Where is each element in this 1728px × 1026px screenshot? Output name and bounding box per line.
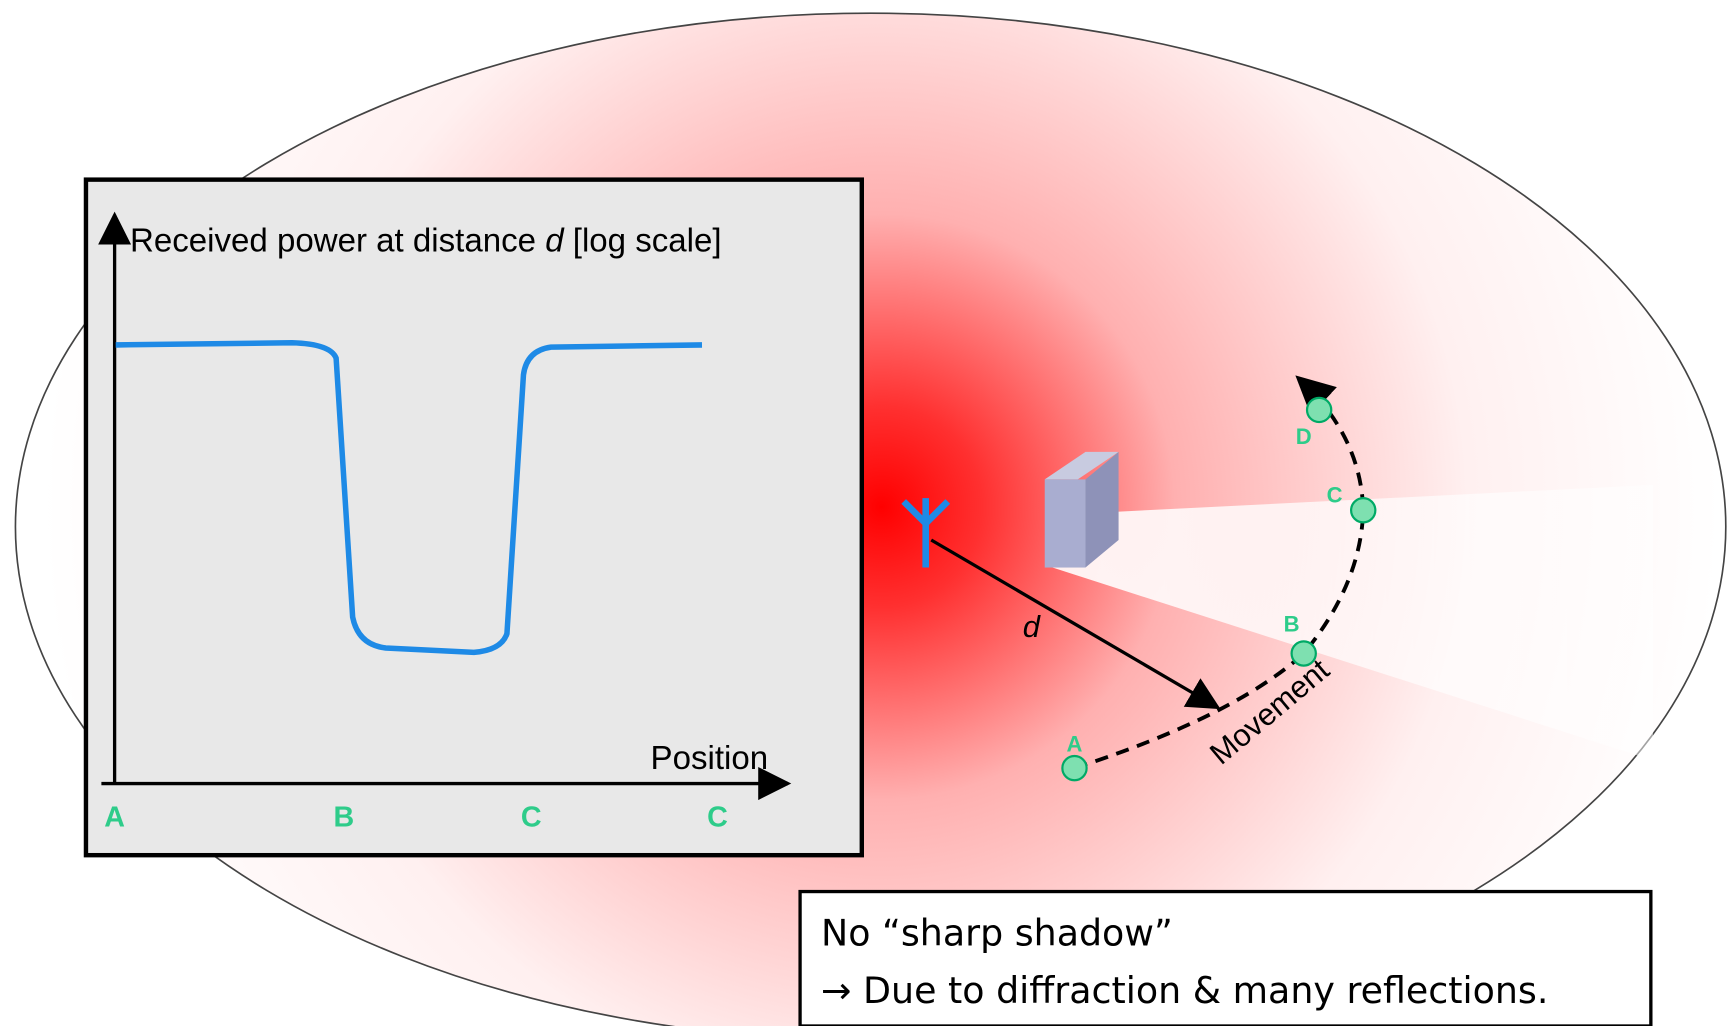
distance-label: d	[1023, 609, 1041, 644]
diagram: Received power at distance d [log scale]…	[0, 0, 1728, 1026]
note-box: No “sharp shadow” → Due to diffraction &…	[800, 892, 1651, 1026]
position-label: B	[333, 802, 354, 834]
point-label: B	[1284, 611, 1300, 636]
point-label: A	[1067, 732, 1083, 757]
inset-plot: Received power at distance d [log scale]…	[86, 180, 862, 856]
note-line: No “sharp shadow”	[821, 912, 1173, 955]
note-line: → Due to diffraction & many reflections.	[821, 969, 1548, 1012]
position-label: C	[521, 802, 542, 834]
page: Received power at distance d [log scale]…	[0, 0, 1728, 1026]
point-label: D	[1296, 424, 1312, 449]
position-label: C	[707, 802, 728, 834]
y-axis-label: Received power at distance d [log scale]	[130, 222, 722, 259]
point-label: C	[1327, 483, 1343, 508]
x-axis-label: Position	[651, 740, 769, 777]
position-label: A	[104, 802, 125, 834]
